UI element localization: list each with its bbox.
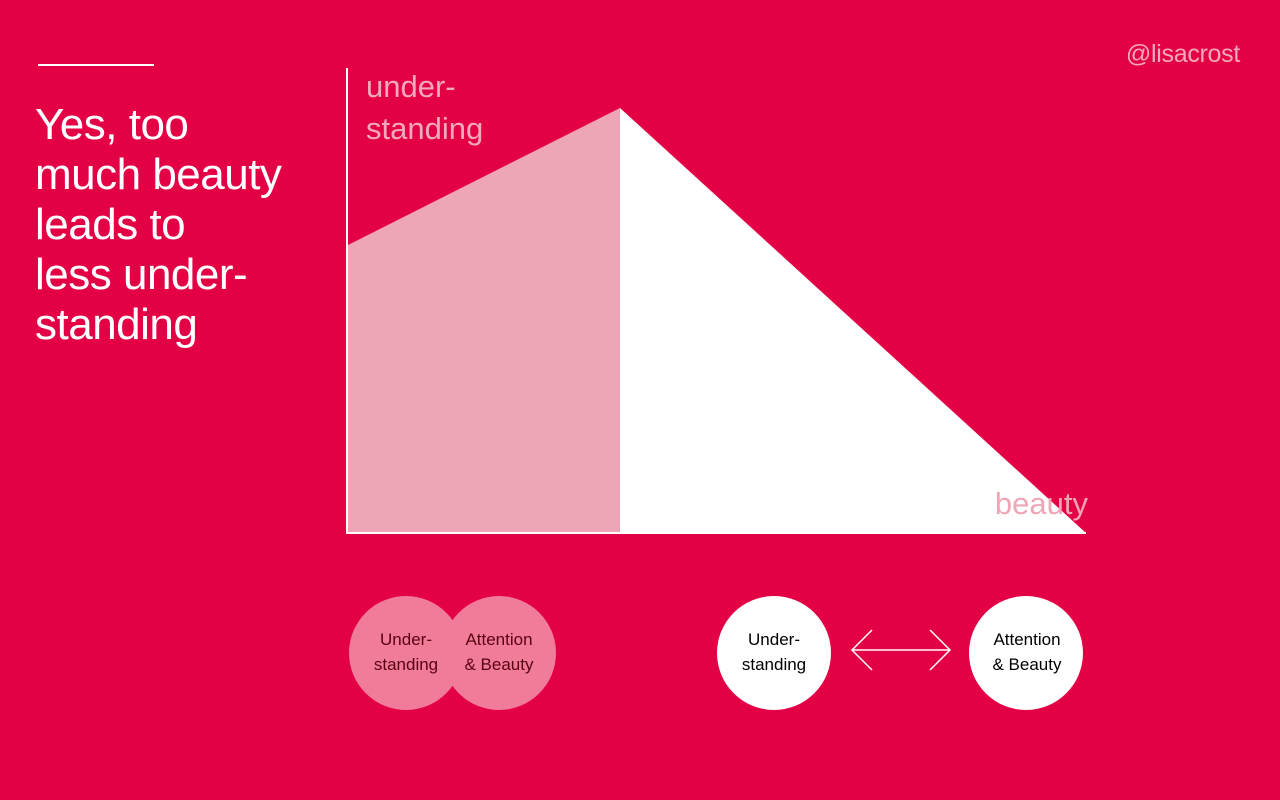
separate-right-label-line-2: & Beauty [993,655,1062,674]
overlap-circle-attention-beauty [442,596,556,710]
author-handle: @lisacrost [1125,40,1240,68]
headline: Yes, too much beauty leads to less under… [35,100,335,350]
separate-left-label-line-2: standing [742,655,806,674]
separate-circle-understanding [717,596,831,710]
understanding-area [348,108,620,533]
headline-line-5: standing [35,300,198,349]
headline-line-3: leads to [35,200,186,249]
y-axis-label-line-2: standing [366,111,483,146]
headline-line-2: much beauty [35,150,282,199]
overlap-right-label-line-1: Attention [465,630,532,649]
headline-line-4: less under- [35,250,248,299]
overlap-pair: Under- standing Attention & Beauty [349,596,556,710]
x-axis-label: beauty [995,486,1089,521]
top-rule-line [38,64,154,66]
y-axis-label-line-1: under- [366,69,456,104]
separate-circle-attention-beauty [969,596,1083,710]
separate-right-label-line-1: Attention [993,630,1060,649]
overlap-circle-understanding [349,596,463,710]
double-arrow-icon [850,629,952,671]
overlap-left-label-line-1: Under- [380,630,432,649]
headline-line-1: Yes, too [35,100,189,149]
overlap-left-label-line-2: standing [374,655,438,674]
overlap-right-label-line-2: & Beauty [465,655,534,674]
separate-left-label-line-1: Under- [748,630,800,649]
beauty-area [620,108,1086,533]
separate-pair: Under- standing Attention & Beauty [717,596,1083,710]
